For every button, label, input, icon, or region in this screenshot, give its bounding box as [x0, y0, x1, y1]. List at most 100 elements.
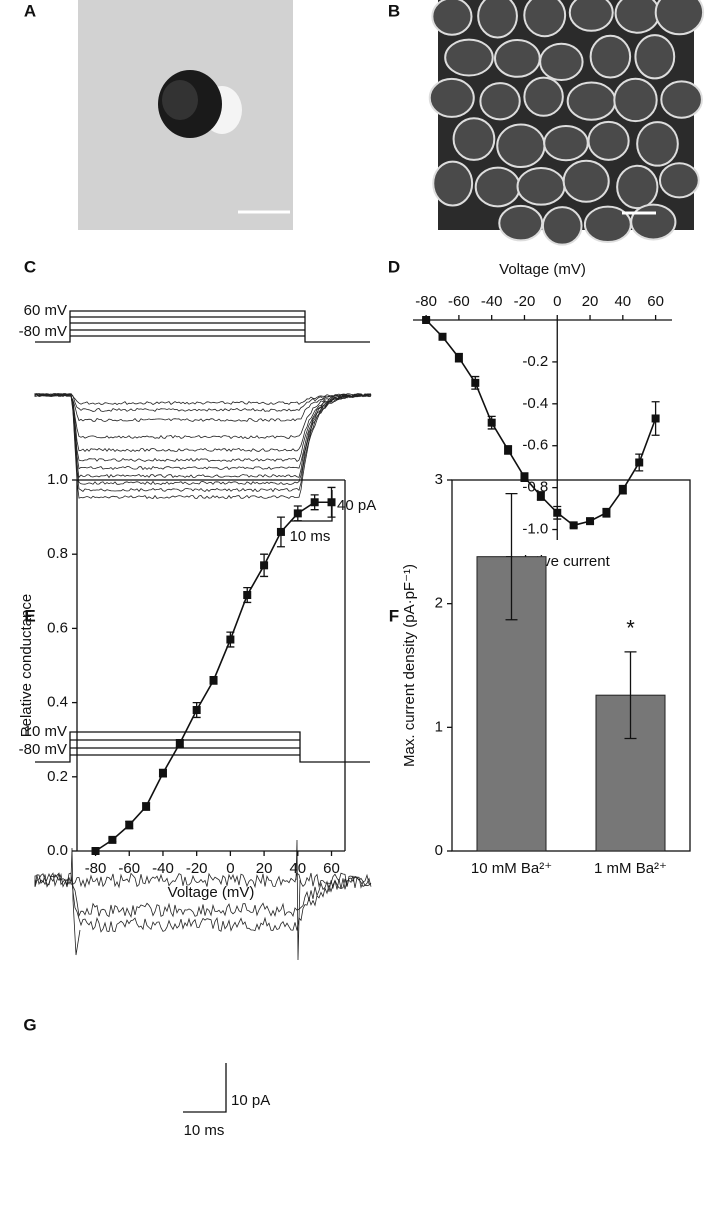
y-tick-label: -0.4: [522, 395, 548, 412]
trace: [34, 393, 372, 493]
x-tick-label: 0: [553, 293, 561, 310]
y-tick-label: 2: [435, 595, 443, 612]
trace: [34, 393, 372, 462]
x-tick-label: -60: [118, 860, 140, 877]
x-tick-label: 10 mM Ba²⁺: [471, 860, 552, 877]
y-tick-label: -1.0: [522, 520, 548, 537]
x-tick-label: -80: [85, 860, 107, 877]
data-point: [635, 458, 644, 467]
y-tick-label: 1.0: [47, 471, 68, 488]
data-point: [192, 706, 201, 715]
trace: [70, 847, 81, 956]
panel-label: F: [389, 606, 399, 625]
cell-outline: [562, 159, 610, 203]
cell-outline: [589, 34, 632, 79]
frame: [451, 479, 691, 852]
cell-image: [78, 0, 293, 230]
data-point: [651, 414, 660, 423]
cell-outline: [587, 120, 630, 161]
cell-outline: [493, 38, 541, 78]
data-point: [438, 332, 447, 341]
data-point: [108, 835, 117, 844]
cell-outline: [616, 164, 659, 210]
data-point: [504, 445, 513, 454]
current-traces: [34, 392, 372, 499]
data-point: [586, 517, 595, 526]
cell-outline: [543, 125, 589, 162]
cell-outline: [634, 34, 676, 80]
cell-outline: [630, 203, 677, 241]
data-point: [158, 769, 167, 778]
trace: [34, 393, 372, 422]
voltage-protocol: [35, 731, 370, 763]
data-point: [520, 473, 529, 482]
x-tick-label: 20: [256, 860, 273, 877]
cell-outline: [654, 0, 705, 36]
trace: [34, 393, 372, 499]
data-point: [327, 498, 336, 507]
x-tick-label: -20: [186, 860, 208, 877]
cell-outline: [498, 204, 544, 242]
data-point: [125, 821, 134, 830]
data-point: [260, 561, 269, 570]
x-tick-label: 60: [647, 293, 664, 310]
cell-outline: [614, 0, 661, 34]
trace: [34, 872, 372, 889]
y-tick-label: -0.6: [522, 437, 548, 454]
data-point: [310, 498, 319, 507]
error-bar: [505, 492, 518, 621]
data-point: [422, 316, 431, 324]
data-point: [226, 635, 235, 644]
data-point: [175, 739, 184, 748]
trace: [34, 392, 372, 405]
cell-outline: [444, 38, 494, 77]
y-axis-title: Max. current density (pA·pF⁻¹): [401, 564, 418, 767]
trace: [34, 393, 372, 440]
trace: [34, 872, 372, 933]
cell-outline: [474, 166, 521, 208]
cell-outline: [523, 76, 564, 117]
x-tick-label: 20: [582, 293, 599, 310]
x-axis-title: Voltage (mV): [499, 261, 586, 278]
cell-outline: [431, 0, 473, 36]
voltage-protocol: [35, 310, 370, 343]
scale-label: 10 ms: [290, 528, 331, 545]
data-point: [91, 847, 100, 855]
x-tick-label: -40: [152, 860, 174, 877]
panel-label: D: [388, 257, 400, 276]
cell-outline: [541, 206, 583, 246]
trace: [34, 392, 372, 471]
annotation: *: [626, 616, 635, 641]
trace: [295, 839, 301, 961]
y-tick-label: 3: [435, 471, 443, 488]
trace: [34, 392, 372, 453]
cell-outline: [523, 0, 567, 38]
cell-outline: [566, 81, 617, 121]
data-point: [536, 492, 545, 500]
scale-bar: [183, 1063, 227, 1113]
panel-label: E: [24, 606, 35, 625]
y-tick-label: 0.0: [47, 842, 68, 859]
x-tick-label: -80: [415, 293, 437, 310]
x-tick-label: 40: [289, 860, 306, 877]
current-traces: [34, 839, 372, 961]
y-tick-label: 0.8: [47, 545, 68, 562]
x-tick-label: -20: [514, 293, 536, 310]
x-tick-label: 1 mM Ba²⁺: [594, 860, 667, 877]
panel-label: C: [24, 257, 36, 276]
cell-outline: [660, 80, 703, 119]
cell-outline: [428, 77, 475, 118]
y-tick-label: 0.2: [47, 768, 68, 785]
panel-label: A: [24, 1, 36, 20]
y-tick-label: 0.4: [47, 694, 68, 711]
cell-outline: [477, 0, 518, 39]
data-point: [209, 676, 218, 685]
y-tick-label: -0.2: [522, 353, 548, 370]
data-point: [454, 353, 463, 362]
trace: [34, 872, 372, 918]
data-point: [487, 418, 496, 427]
cell-outline: [636, 121, 679, 167]
tissue-image: [428, 0, 705, 246]
panel-label: B: [388, 1, 400, 20]
scale-label: 10 pA: [231, 1092, 270, 1109]
